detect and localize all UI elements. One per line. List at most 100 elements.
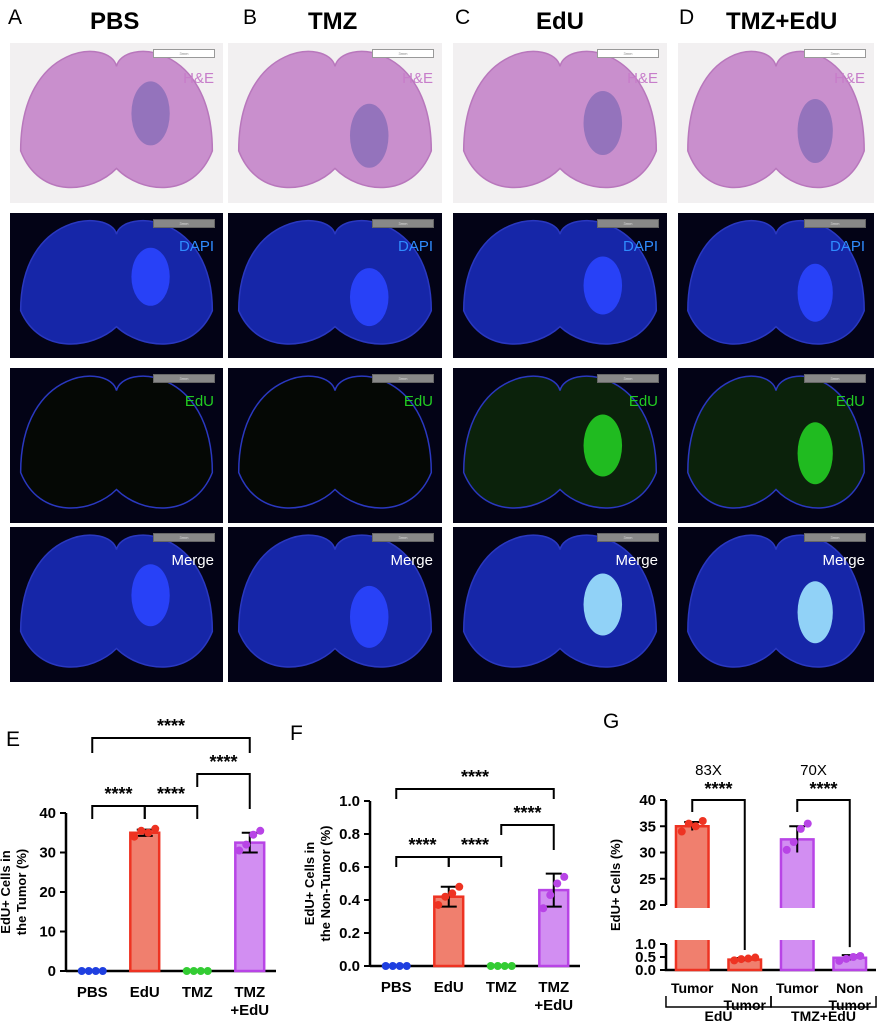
y-tick-label: 0.0 <box>635 962 656 979</box>
micrograph-tmz-edu-merge: 3mm Merge <box>678 527 874 682</box>
panel-letter-g: G <box>603 710 620 733</box>
brain-section-image <box>462 534 658 668</box>
data-point <box>98 967 107 975</box>
micrograph-tmz-edu: 3mm EdU <box>228 368 442 523</box>
group-label: TMZ+EdU <box>791 1008 856 1024</box>
data-point <box>698 817 707 825</box>
significance-label: **** <box>209 752 237 772</box>
data-point <box>539 904 548 913</box>
data-point <box>796 824 805 833</box>
bar-1 <box>129 831 161 973</box>
y-tick-label: 1.0 <box>339 793 360 810</box>
brain-section-image <box>237 534 433 668</box>
significance-bracket <box>500 824 555 850</box>
scale-bar: 3mm <box>597 219 659 228</box>
tumor-region <box>583 573 623 636</box>
data-point <box>434 900 443 909</box>
x-tick-label-0: PBS <box>381 979 412 996</box>
data-point <box>856 951 865 960</box>
data-point <box>849 953 858 961</box>
tumor-region <box>797 581 833 644</box>
scale-bar: 3mm <box>804 219 866 228</box>
y-tick-label: 20 <box>39 884 56 901</box>
error-bar-3 <box>545 872 562 908</box>
panel-letter-b: B <box>243 6 258 29</box>
scale-bar: 3mm <box>372 219 434 228</box>
stain-label: H&E <box>627 70 658 87</box>
tumor-region <box>797 99 833 163</box>
data-point <box>546 891 555 900</box>
data-point <box>455 882 464 891</box>
brain-section-image <box>19 50 214 189</box>
micrograph-tmz-he: 3mm H&E <box>228 43 442 203</box>
significance-bracket <box>196 773 251 809</box>
micrograph-edu-he: 3mm H&E <box>453 43 667 203</box>
bar-0 <box>674 825 710 972</box>
micrograph-edu-merge: 3mm Merge <box>453 527 667 682</box>
group-title-pbs: PBS <box>90 8 140 35</box>
brain-outline <box>237 375 433 509</box>
y-tick-label: 0 <box>48 963 56 980</box>
micrograph-tmz-edu-dapi: 3mm DAPI <box>678 213 874 358</box>
brain-section-image <box>462 219 658 345</box>
x-tick-label-3: Non Tumor <box>828 980 871 1013</box>
brain-outline <box>19 375 214 509</box>
y-tick-label: 30 <box>39 845 56 862</box>
tumor-region <box>797 422 833 485</box>
chart-e-svg: 0 10 20 30 40 EdU+ Cells inthe Tumor (%) PBS Ed… <box>0 716 276 1019</box>
micrograph-pbs-dapi: 3mm DAPI <box>10 213 223 358</box>
stain-label: EdU <box>628 393 658 410</box>
panel-letter-e: E <box>6 728 21 751</box>
micrograph-tmz-edu-he: 3mm H&E <box>678 43 874 203</box>
y-axis-label: EdU+ Cells inthe Non-Tumor (%) <box>302 825 333 941</box>
x-tick-label-1: EdU <box>434 979 464 996</box>
significance-bracket <box>796 799 851 948</box>
panel-letter-f: F <box>290 722 303 745</box>
data-point <box>84 967 93 975</box>
y-tick-label: 10 <box>39 924 56 941</box>
significance-label: **** <box>408 835 436 855</box>
data-point <box>235 846 244 855</box>
brain-section-image <box>462 50 658 189</box>
brain-section-image <box>19 534 214 668</box>
x-tick-label-0: Tumor <box>671 980 714 996</box>
stain-label: Merge <box>171 552 214 569</box>
brain-section-image <box>19 375 214 509</box>
stain-label: DAPI <box>178 238 214 255</box>
scale-bar: 3mm <box>372 374 434 383</box>
group-title-tmz-edu: TMZ+EdU <box>726 8 838 35</box>
bar-3 <box>234 841 266 973</box>
stain-label: H&E <box>183 70 214 87</box>
stain-label: EdU <box>403 393 433 410</box>
significance-bracket <box>91 805 146 819</box>
stain-label: EdU <box>835 393 865 410</box>
tumor-region <box>131 564 170 627</box>
micrograph-tmz-edu-edu: 3mm EdU <box>678 368 874 523</box>
chart-f-svg: 0.0 0.2 0.4 0.6 0.8 1.0 EdU+ Cells inthe Non-T… <box>302 767 580 1014</box>
data-point <box>182 967 191 975</box>
group-bracket <box>770 996 877 1008</box>
brain-outline <box>19 219 214 345</box>
data-point <box>789 838 798 846</box>
significance-label: **** <box>157 716 185 736</box>
data-point <box>196 967 205 975</box>
panel-letter-a: A <box>8 6 23 29</box>
data-point <box>388 962 397 970</box>
group-title-edu: EdU <box>536 8 584 35</box>
data-point <box>144 828 153 837</box>
data-point <box>242 840 251 849</box>
x-tick-label-0: PBS <box>77 984 108 1001</box>
x-tick-label-1: EdU <box>130 984 160 1001</box>
scale-bar: 3mm <box>597 49 659 58</box>
scale-bar: 3mm <box>153 374 215 383</box>
data-point <box>803 819 812 828</box>
x-tick-label-3: TMZ +EdU <box>534 979 573 1014</box>
brain-section-image <box>237 375 433 509</box>
scale-bar: 3mm <box>153 49 215 58</box>
data-point <box>493 962 502 970</box>
y-tick-label: 40 <box>639 792 656 809</box>
brain-section-image <box>687 50 865 189</box>
scale-bar: 3mm <box>153 219 215 228</box>
significance-label: **** <box>104 784 132 804</box>
scale-bar: 3mm <box>372 533 434 542</box>
